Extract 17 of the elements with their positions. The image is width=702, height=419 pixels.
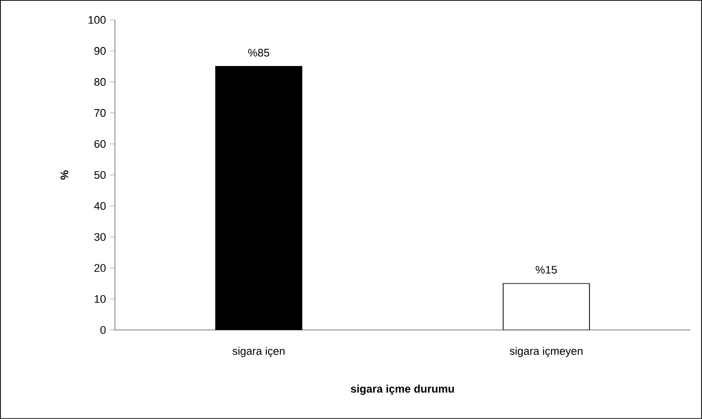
y-tick-label: 100 [88, 16, 106, 24]
x-tick-label: sigara içen [232, 346, 284, 358]
y-tick-label: 90 [94, 47, 106, 55]
data-label: %85 [248, 48, 270, 57]
y-tick-label: 80 [94, 78, 106, 86]
x-axis-title: sigara içme durumu [350, 384, 454, 395]
y-tick-label: 20 [94, 264, 106, 272]
y-tick-label: 30 [94, 233, 106, 241]
y-tick-label: 60 [94, 140, 106, 148]
y-tick-label: 40 [94, 202, 106, 210]
y-tick-label: 0 [100, 326, 106, 334]
y-tick-label: 10 [94, 295, 106, 303]
y-tick-label: 50 [94, 171, 106, 179]
x-tick-label: sigara içmeyen [510, 346, 582, 358]
data-label: %15 [536, 266, 557, 274]
y-axis-title: % [60, 170, 68, 180]
y-tick-label: 70 [94, 109, 106, 117]
